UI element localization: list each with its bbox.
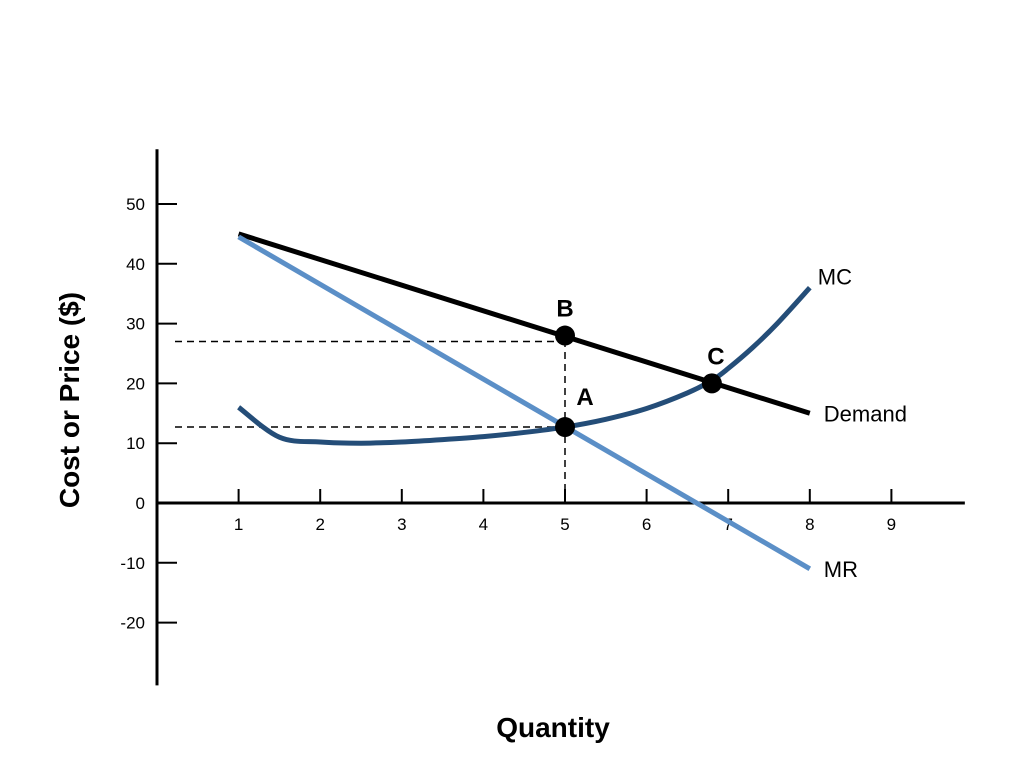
point-label-a: A bbox=[576, 384, 593, 411]
labels: Demand MR MC B A C bbox=[556, 265, 907, 582]
x-axis-title: Quantity bbox=[496, 712, 610, 743]
x-tick-label: 4 bbox=[479, 515, 488, 534]
marked-points bbox=[555, 325, 722, 438]
y-tick-label: 10 bbox=[126, 434, 145, 453]
y-tick-label: 40 bbox=[126, 255, 145, 274]
series-label-mr: MR bbox=[824, 557, 858, 582]
y-tick-label: 20 bbox=[126, 374, 145, 393]
point-b bbox=[555, 325, 575, 346]
x-tick-label: 5 bbox=[560, 515, 569, 534]
y-axis-title: Cost or Price ($) bbox=[54, 292, 85, 508]
series-line-demand bbox=[237, 231, 811, 416]
y-tick-label: 50 bbox=[126, 195, 145, 214]
reference-lines bbox=[175, 335, 566, 503]
x-tick-label: 6 bbox=[642, 515, 651, 534]
point-label-c: C bbox=[707, 343, 724, 370]
y-tick-label: -10 bbox=[120, 554, 145, 573]
x-tick-label: 7 bbox=[723, 515, 732, 534]
point-c bbox=[701, 373, 722, 394]
axes: 50 40 30 20 10 0 -10 -20 1 2 3 4 5 6 7 8 9 Quantity Cost o… bbox=[54, 149, 965, 743]
y-tick-label: -20 bbox=[120, 614, 145, 633]
x-tick-label: 8 bbox=[805, 515, 814, 534]
series-line-mr bbox=[237, 234, 812, 571]
x-tick-label: 3 bbox=[397, 515, 406, 534]
y-tick-label: 0 bbox=[136, 494, 145, 513]
y-tick-label: 30 bbox=[126, 315, 145, 334]
x-tick-label: 2 bbox=[315, 515, 324, 534]
x-tick-label: 9 bbox=[887, 515, 896, 534]
series-label-mc: MC bbox=[818, 265, 852, 290]
series-label-demand: Demand bbox=[824, 401, 907, 426]
point-label-b: B bbox=[556, 296, 573, 323]
point-a bbox=[555, 417, 575, 438]
x-tick-label: 1 bbox=[234, 515, 243, 534]
